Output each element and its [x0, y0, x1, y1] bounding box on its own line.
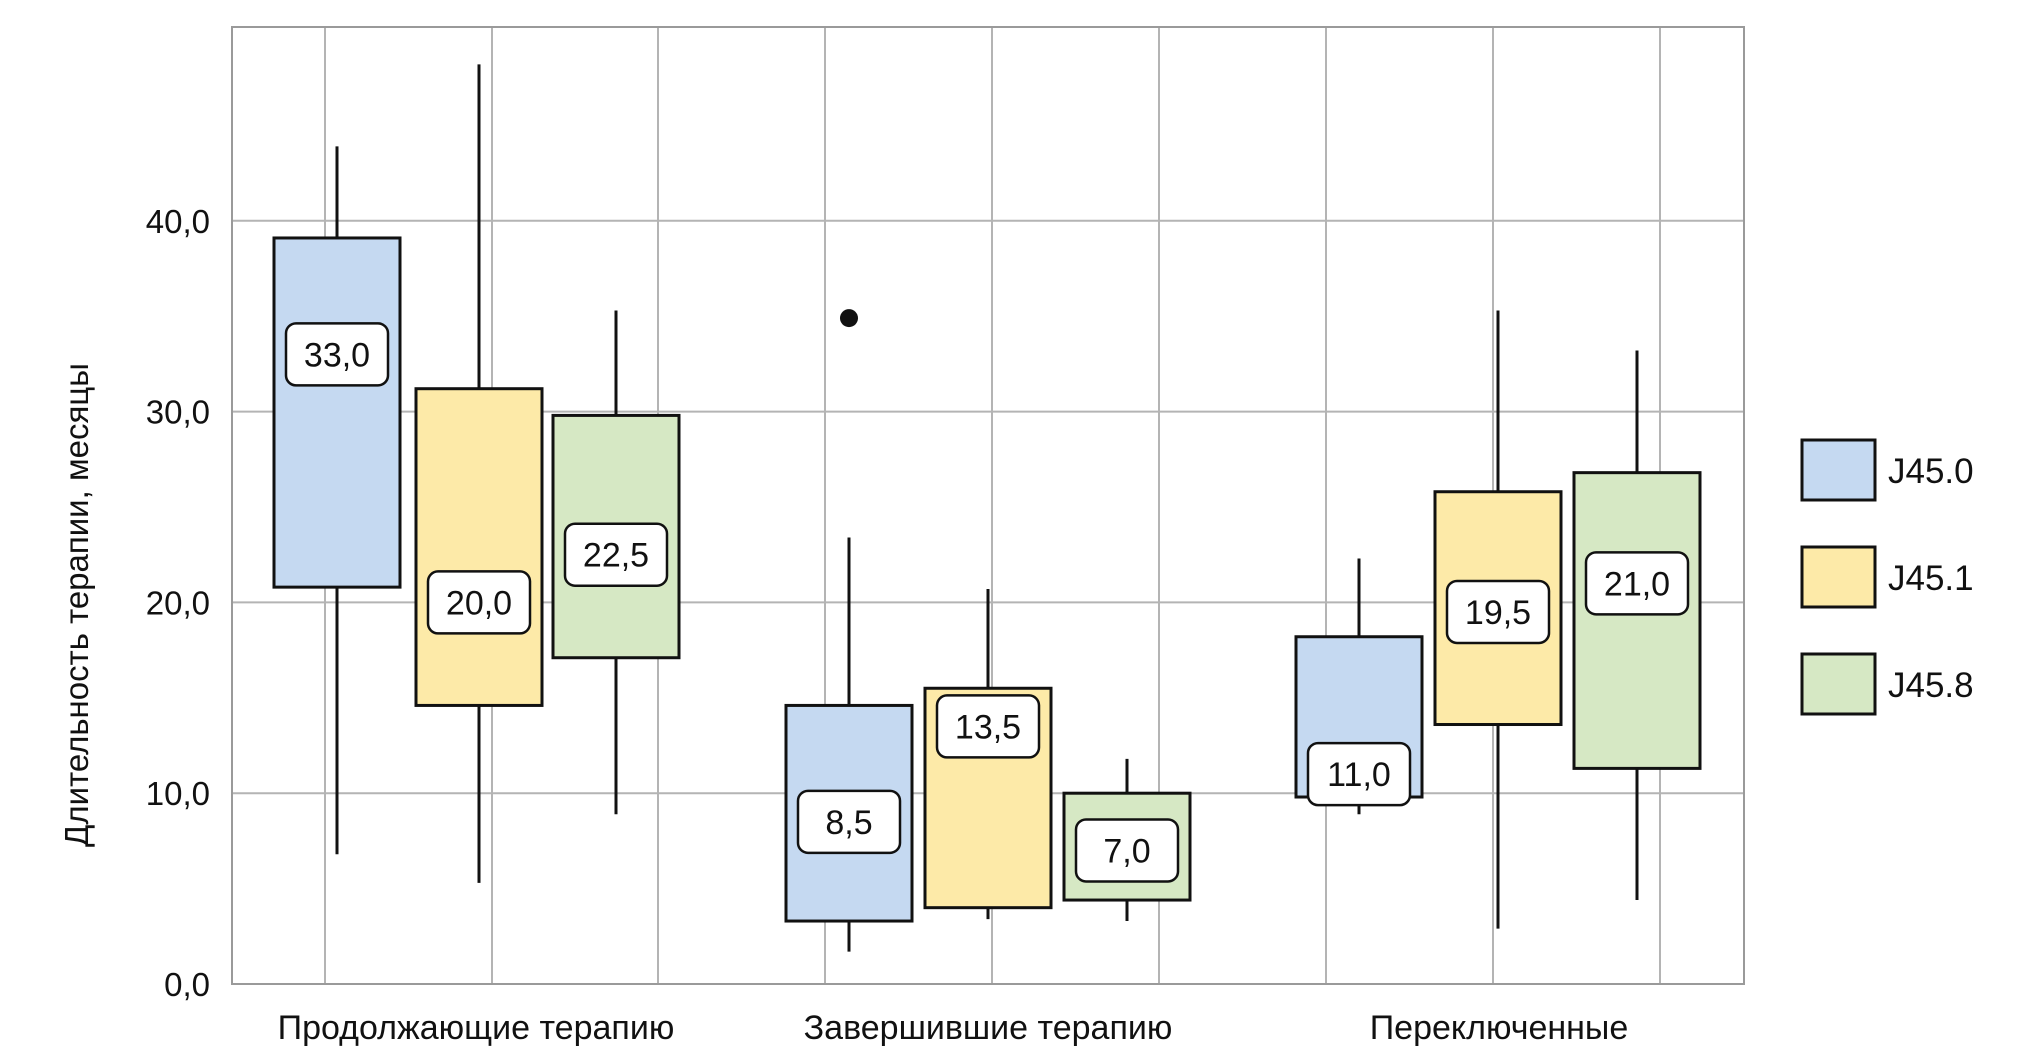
box-J45.1-2: 13,5	[923, 589, 1053, 920]
y-tick-label: 0,0	[164, 966, 210, 1003]
box-J45.1-3: 19,5	[1433, 310, 1563, 929]
median-label: 11,0	[1327, 756, 1391, 794]
outlier-point	[840, 309, 858, 328]
x-category-label: Продолжающие терапию	[278, 1009, 675, 1047]
median-label-box	[284, 322, 390, 387]
box-J45.8-3: 21,0	[1572, 350, 1702, 901]
median-label: 21,0	[1604, 565, 1670, 603]
box-J45.8-1: 22,5	[551, 310, 681, 815]
legend: J45.0 J45.1 J45.8	[1800, 438, 1974, 716]
median-label-box	[563, 522, 669, 587]
box-body	[1572, 471, 1702, 770]
box-J45.0-2: 8,5	[784, 309, 914, 952]
y-axis-label: Длительность терапии, месяцы	[58, 363, 95, 847]
box-J45.0-3: 11,0	[1294, 558, 1424, 815]
median-label-box	[796, 789, 902, 855]
median-label: 13,5	[955, 708, 1021, 746]
legend-label: J45.1	[1888, 559, 1974, 598]
legend-swatch	[1800, 438, 1877, 502]
median-label: 8,5	[825, 804, 872, 842]
median-label: 20,0	[446, 584, 512, 622]
median-label: 19,5	[1465, 594, 1531, 632]
y-tick-label: 30,0	[146, 394, 210, 431]
legend-swatch	[1800, 652, 1877, 716]
category-labels: Продолжающие терапию Завершившие терапию П…	[278, 1009, 1629, 1047]
median-label: 22,5	[583, 537, 649, 575]
median-label: 33,0	[304, 336, 370, 374]
box-J45.1-1: 20,0	[414, 64, 544, 883]
legend-swatch	[1800, 545, 1877, 609]
y-axis-ticks: 0,0 10,0 20,0 30,0 40,0	[146, 203, 210, 1003]
y-tick-label: 40,0	[146, 203, 210, 240]
median-label-box	[1445, 579, 1551, 645]
plot-frame	[231, 26, 1745, 985]
median-label-box	[1306, 741, 1412, 807]
median-label-box	[426, 570, 532, 635]
x-category-label: Переключенные	[1370, 1009, 1629, 1047]
boxes: 33,0 8,5 11,0 20,0 13,5 19,5 22,5 7,0 21,0	[272, 64, 1702, 952]
median-label-box	[935, 694, 1041, 759]
x-category-label: Завершившие терапию	[804, 1009, 1173, 1047]
box-body	[414, 387, 544, 707]
median-label-box	[1584, 551, 1690, 616]
box-J45.8-2: 7,0	[1062, 758, 1192, 922]
y-tick-label: 20,0	[146, 584, 210, 621]
y-tick-label: 10,0	[146, 775, 210, 812]
median-label-box	[1074, 818, 1180, 883]
box-body	[272, 236, 402, 589]
median-label: 7,0	[1103, 832, 1150, 870]
legend-label: J45.8	[1888, 666, 1974, 705]
legend-label: J45.0	[1888, 452, 1974, 491]
box-J45.0-1: 33,0	[272, 146, 402, 855]
